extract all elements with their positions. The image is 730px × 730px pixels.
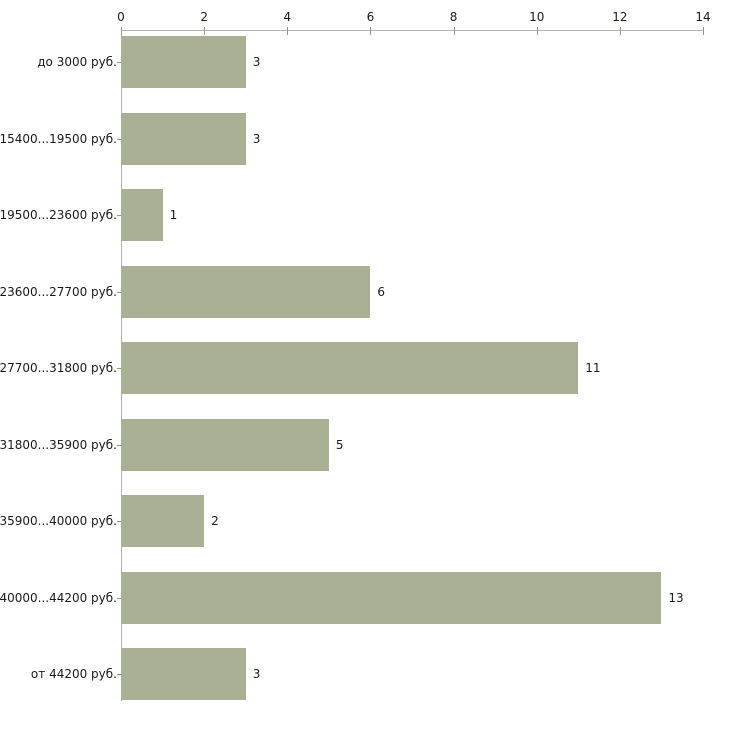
category-label: 19500...23600 руб. [0,208,117,222]
x-axis-tick-label: 6 [366,10,375,24]
x-axis-tick-label: 2 [200,10,208,24]
category-label: 31800...35900 руб. [0,437,117,452]
bar-value-label: 13 [668,590,684,605]
bar[interactable] [121,36,246,88]
bar-value-label: 6 [377,284,386,299]
bar[interactable] [121,189,163,241]
x-axis-tick [121,27,122,35]
category-label: 27700...31800 руб. [0,361,117,375]
x-axis-tick-label: 10 [529,10,545,24]
x-axis-tick [287,27,289,35]
category-label: 23600...27700 руб. [0,284,117,299]
bar[interactable] [121,418,329,471]
category-label: от 44200 руб. [30,667,117,681]
x-axis-tick [536,27,538,35]
bar-value-label: 3 [252,667,261,681]
bar-value-label: 1 [169,208,178,222]
x-axis-tick [703,27,704,35]
bar[interactable] [121,648,246,700]
bar[interactable] [121,265,371,318]
bar[interactable] [121,571,662,624]
x-axis-tick-label: 4 [283,10,292,24]
x-axis-tick-label: 14 [695,10,711,24]
category-label: 15400...19500 руб. [0,131,117,146]
category-label: 40000...44200 руб. [0,590,117,605]
bar-value-label: 11 [585,361,601,375]
category-label: до 3000 руб. [37,55,117,69]
bar-value-label: 5 [335,437,344,452]
bar-value-label: 2 [211,514,219,528]
category-label: 35900...40000 руб. [0,514,117,528]
bar[interactable] [121,112,246,165]
x-axis-tick [204,27,206,35]
x-axis-tick-label: 8 [449,10,458,24]
x-axis-tick-label: 0 [117,10,125,24]
bar-value-label: 3 [252,55,261,69]
bar[interactable] [121,342,579,394]
x-axis-tick [453,27,455,35]
x-axis-tick [370,27,372,35]
x-axis-tick-label: 12 [612,10,628,24]
x-axis-line [121,30,703,31]
bar-value-label: 3 [252,131,261,146]
x-axis-tick [619,27,621,35]
bar[interactable] [121,495,205,547]
